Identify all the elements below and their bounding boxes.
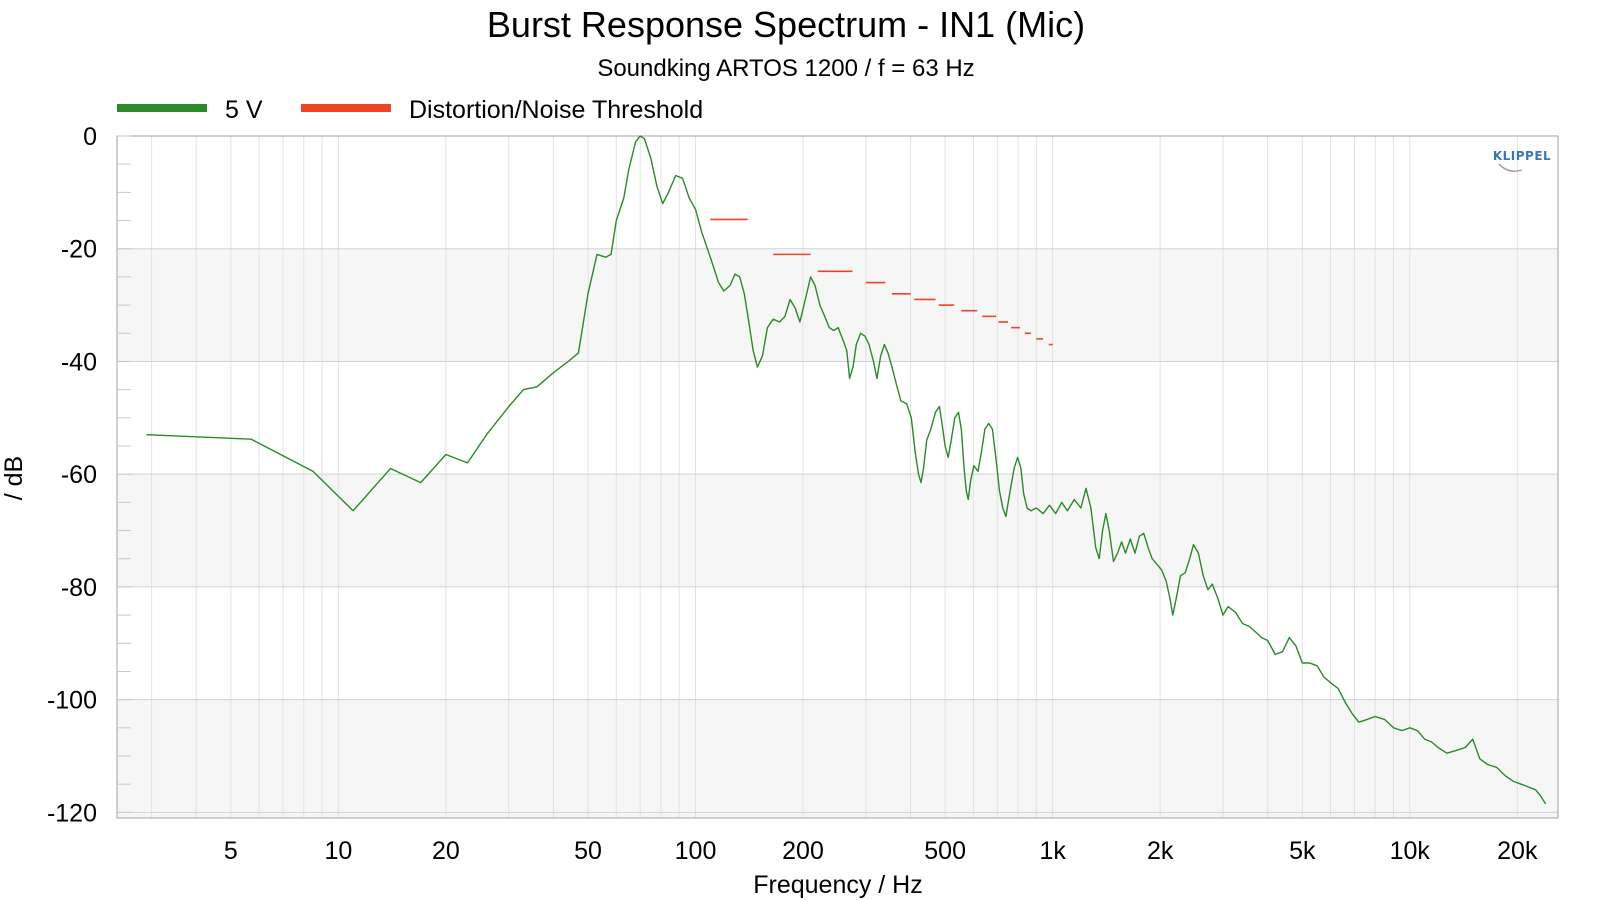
x-tick-label: 500 [924, 837, 966, 865]
x-tick-label: 100 [675, 837, 717, 865]
x-tick-label: 20 [432, 837, 460, 865]
y-tick-label: 0 [83, 123, 97, 151]
klippel-logo-arc [1498, 163, 1523, 172]
plot-background-bands [117, 248, 1558, 818]
legend: 5 V Distortion/Noise Threshold [117, 96, 703, 124]
plot-band [117, 812, 1558, 818]
legend-label-threshold: Distortion/Noise Threshold [409, 96, 703, 124]
legend-swatch-threshold [301, 104, 391, 112]
x-tick-label: 10k [1390, 837, 1431, 865]
y-tick-label: -40 [61, 348, 97, 376]
x-tick-label: 2k [1147, 837, 1174, 865]
x-tick-label: 20k [1497, 837, 1538, 865]
x-axis-ticks: 5 10 20 50 100 200 500 1k 2k 5k 10k 20k [224, 837, 1538, 865]
y-tick-label: -60 [61, 461, 97, 489]
x-tick-label: 1k [1039, 837, 1066, 865]
klippel-logo: KLIPPEL [1493, 149, 1551, 172]
x-tick-label: 50 [574, 837, 602, 865]
x-tick-label: 5k [1289, 837, 1316, 865]
y-tick-label: -120 [47, 799, 97, 827]
y-tick-label: -100 [47, 687, 97, 715]
y-tick-label: -20 [61, 236, 97, 264]
plot-band [117, 699, 1558, 813]
y-tick-label: -80 [61, 574, 97, 602]
legend-swatch-5v [117, 104, 207, 112]
plot-band [117, 474, 1558, 587]
x-tick-label: 10 [324, 837, 352, 865]
chart-title: Burst Response Spectrum - IN1 (Mic) [487, 4, 1085, 45]
y-minor-ticks [117, 135, 131, 813]
plot-band [117, 248, 1558, 362]
legend-label-5v: 5 V [225, 96, 263, 124]
series-5v-line [146, 135, 1547, 805]
y-axis-label: / dB [0, 456, 28, 500]
x-tick-label: 200 [782, 837, 824, 865]
plot-frame [116, 135, 1559, 819]
y-axis-ticks: 0 -20 -40 -60 -80 -100 -120 [47, 123, 97, 827]
x-tick-label: 5 [224, 837, 238, 865]
klippel-logo-text: KLIPPEL [1493, 149, 1551, 163]
chart-subtitle: Soundking ARTOS 1200 / f = 63 Hz [597, 55, 974, 82]
series-layer [146, 135, 1547, 805]
x-axis-label: Frequency / Hz [753, 871, 923, 899]
minor-gridlines [151, 136, 1518, 818]
